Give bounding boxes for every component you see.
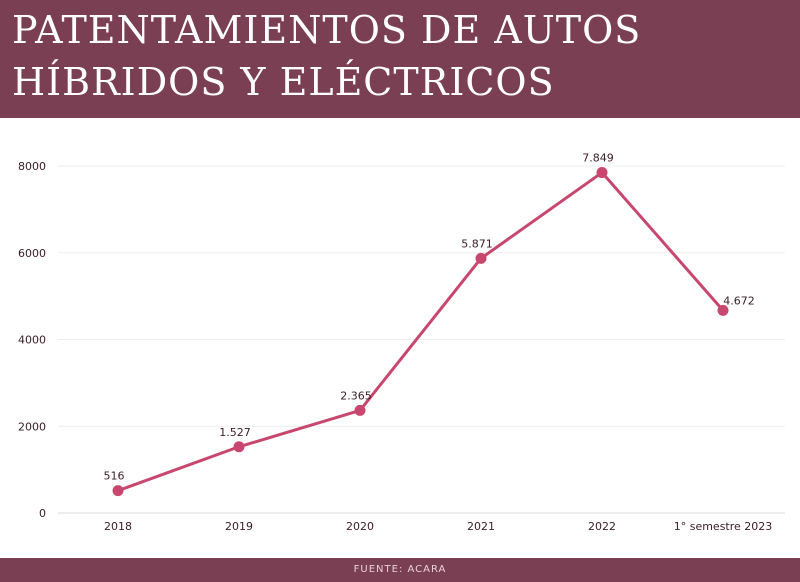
data-point	[112, 485, 124, 497]
header-band: PATENTAMIENTOS DE AUTOS HÍBRIDOS Y ELÉCT…	[0, 0, 800, 118]
y-tick-label: 6000	[18, 247, 46, 260]
data-point	[475, 252, 487, 264]
x-tick-label: 1° semestre 2023	[674, 520, 773, 533]
x-tick-label: 2019	[225, 520, 253, 533]
series-line	[117, 171, 725, 493]
data-label: 516	[104, 470, 125, 483]
chart-title-line-1: PATENTAMIENTOS DE AUTOS	[12, 8, 642, 52]
y-tick-label: 8000	[18, 160, 46, 173]
x-tick-label: 2018	[104, 520, 132, 533]
data-label: 4.672	[723, 294, 755, 307]
data-label: 2.365	[340, 389, 372, 402]
x-tick-label: 2020	[346, 520, 374, 533]
chart-title-line-2: HÍBRIDOS Y ELÉCTRICOS	[12, 60, 555, 104]
data-label: 5.871	[461, 237, 493, 250]
x-tick-label: 2021	[467, 520, 495, 533]
data-point	[596, 167, 608, 179]
chart-area: 0 2000 4000 6000 8000 2018 2019 2020 2021 2022 1° …	[0, 118, 800, 558]
data-point	[717, 304, 729, 316]
y-tick-label: 4000	[18, 334, 46, 347]
y-tick-label: 2000	[18, 420, 46, 433]
line-chart: 0 2000 4000 6000 8000 2018 2019 2020 2021 2022 1° …	[18, 152, 785, 533]
data-label: 1.527	[219, 426, 251, 439]
source-footer: FUENTE: ACARA	[0, 558, 800, 582]
data-point	[354, 404, 366, 416]
x-tick-label: 2022	[588, 520, 616, 533]
y-tick-label: 0	[39, 507, 46, 520]
data-label: 7.849	[582, 152, 614, 165]
source-label: FUENTE: ACARA	[353, 564, 447, 575]
data-point	[233, 441, 245, 453]
